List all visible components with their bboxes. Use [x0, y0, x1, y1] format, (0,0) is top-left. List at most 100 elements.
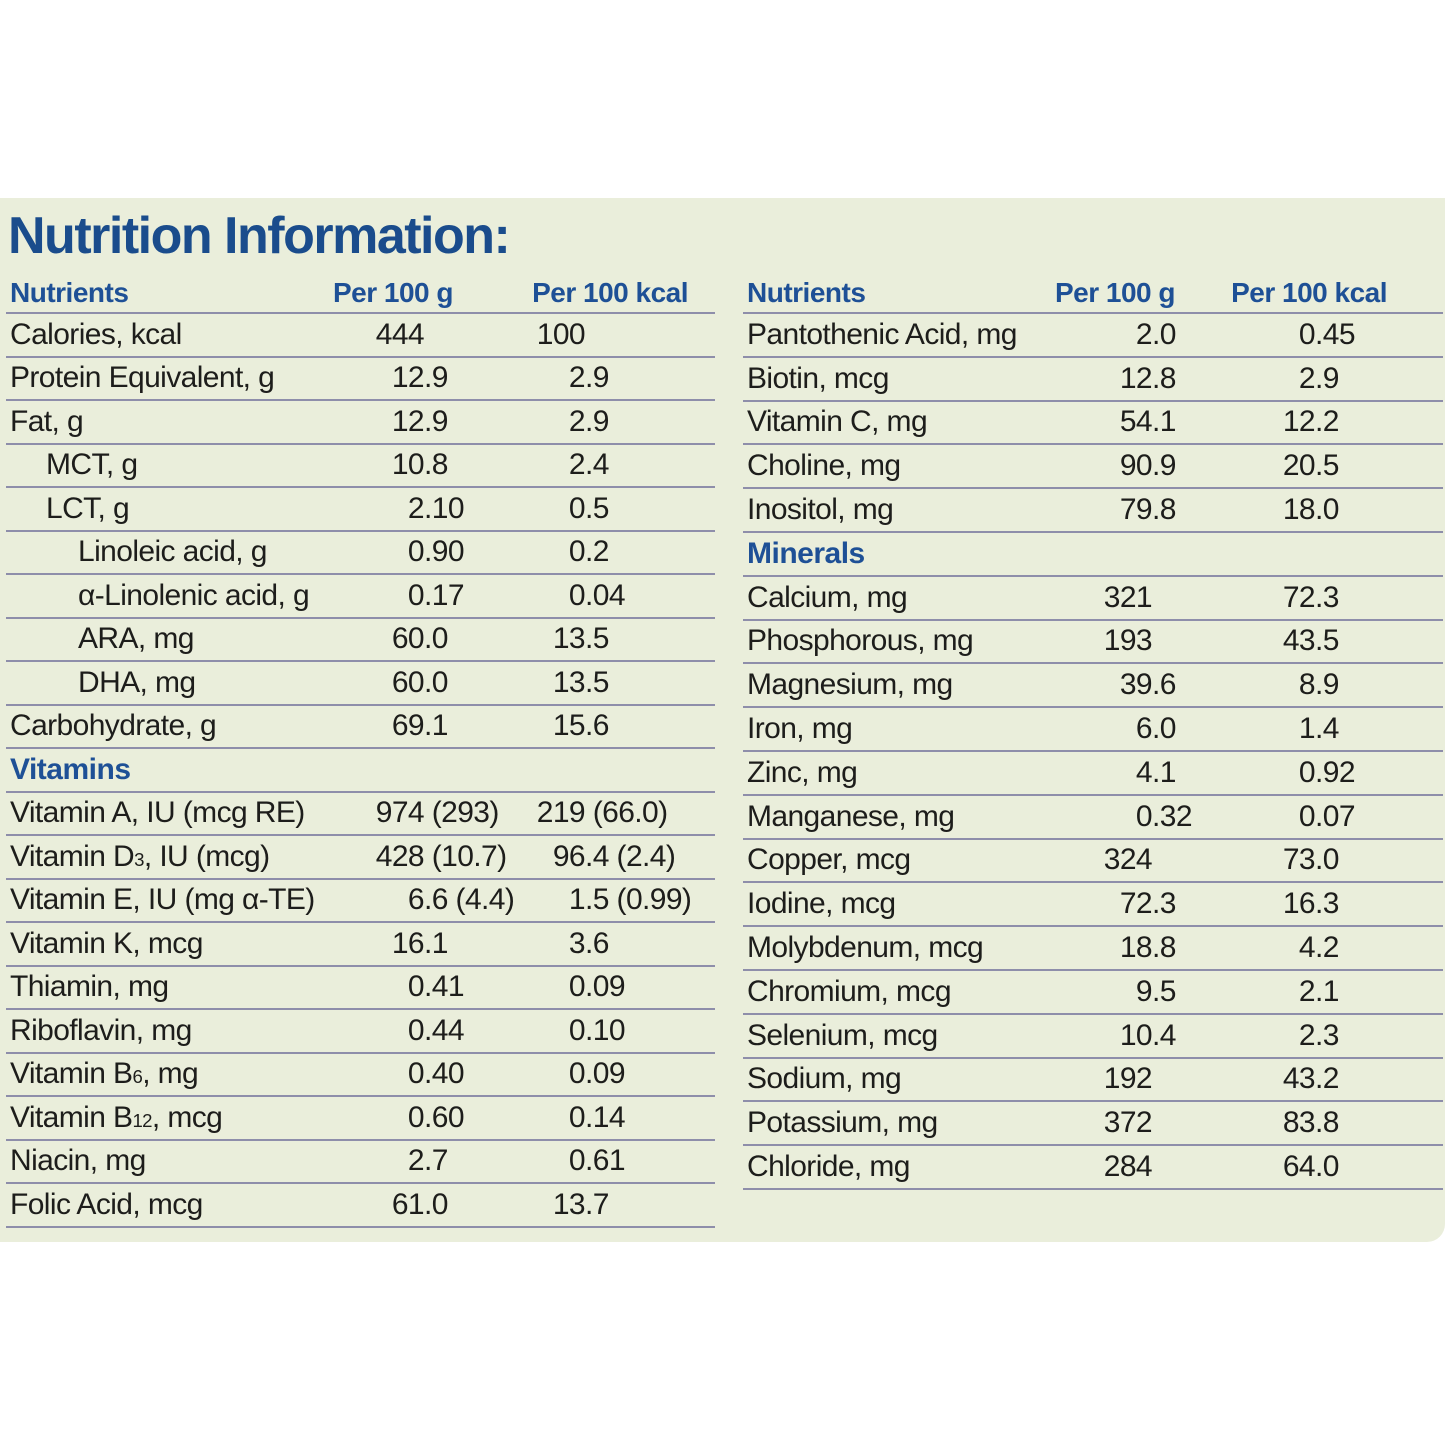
nutrient-label: Pantothenic Acid, mg — [747, 317, 1017, 351]
per-100g-value: 372 — [1103, 1106, 1153, 1140]
table-row: Copper, mcg 324 73.0 — [743, 840, 1443, 884]
per-100kcal-value: 0.09 — [568, 970, 626, 1004]
per-100g-value: 39.6 — [1119, 668, 1177, 702]
per-100g-value: 0.32 — [1135, 799, 1193, 833]
per-100kcal-value: 0.92 — [1298, 755, 1356, 789]
nutrition-table-right: Nutrients Per 100 g Per 100 kcal Pantoth… — [743, 272, 1443, 1190]
nutrient-label: ARA, mg — [78, 622, 194, 656]
page-title: Nutrition Information: — [8, 207, 511, 265]
per-100kcal-value: 0.45 — [1298, 317, 1356, 351]
per-100kcal-value: 13.5 — [552, 622, 610, 656]
nutrient-label: Folic Acid, mcg — [10, 1187, 203, 1221]
table-row: Vitamin B12, mcg 0.60 0.14 — [6, 1097, 715, 1141]
per-100g-value: 0.90 — [407, 535, 465, 569]
table-row: Sodium, mg 192 43.2 — [743, 1059, 1443, 1103]
nutrient-label: Biotin, mcg — [747, 361, 889, 395]
column-header-per-100kcal: Per 100 kcal — [532, 277, 688, 308]
nutrient-label: Magnesium, mg — [747, 668, 953, 702]
nutrient-label: Protein Equivalent, g — [10, 361, 275, 395]
nutrient-label: Vitamin D3, IU (mcg) — [10, 839, 270, 873]
table-row: Linoleic acid, g 0.90 0.2 — [6, 532, 715, 575]
table-body: Pantothenic Acid, mg 2.0 0.45 Biotin, mcg 12… — [743, 314, 1443, 1190]
table-row: Choline, mg 90.9 20.5 — [743, 445, 1443, 490]
table-row: Pantothenic Acid, mg 2.0 0.45 — [743, 314, 1443, 358]
per-100g-value: 61.0 — [391, 1187, 449, 1221]
nutrient-label: Selenium, mcg — [747, 1018, 938, 1052]
per-100g-value: 2.0 — [1135, 317, 1177, 351]
per-100kcal-value: 83.8 — [1282, 1106, 1340, 1140]
nutrient-label: LCT, g — [46, 491, 130, 525]
table-header-row: Nutrients Per 100 g Per 100 kcal — [6, 272, 715, 314]
column-header-nutrients: Nutrients — [747, 277, 866, 308]
per-100g-value: 60.0 — [391, 665, 449, 699]
per-100kcal-value: 0.07 — [1298, 799, 1356, 833]
per-100kcal-value: 73.0 — [1282, 843, 1340, 877]
table-row: Vitamin C, mg 54.1 12.2 — [743, 402, 1443, 446]
per-100g-value: 0.17 — [407, 578, 465, 612]
table-row: Molybdenum, mcg 18.8 4.2 — [743, 927, 1443, 971]
per-100g-value: 90.9 — [1119, 449, 1177, 483]
per-100kcal-value: 0.14 — [568, 1100, 626, 1134]
table-row: Vitamin B6, mg 0.40 0.09 — [6, 1054, 715, 1097]
per-100kcal-value: 0.04 — [568, 578, 626, 612]
per-100kcal-value: 13.7 — [552, 1187, 610, 1221]
nutrient-label: Chloride, mg — [747, 1150, 910, 1184]
per-100g-value: 18.8 — [1119, 931, 1177, 965]
per-100g-value: 16.1 — [391, 926, 449, 960]
per-100kcal-value: 18.0 — [1282, 493, 1340, 527]
per-100kcal-value: 0.2 — [568, 535, 610, 569]
table-row: α-Linolenic acid, g 0.17 0.04 — [6, 575, 715, 619]
per-100kcal-value: 2.3 — [1298, 1018, 1340, 1052]
per-100g-value: 79.8 — [1119, 493, 1177, 527]
per-100g-value: 193 — [1103, 624, 1153, 658]
column-header-per-100g: Per 100 g — [1054, 277, 1176, 308]
nutrient-label: Choline, mg — [747, 449, 901, 483]
nutrient-label: Niacin, mg — [10, 1144, 146, 1178]
per-100kcal-value: 2.1 — [1298, 974, 1340, 1008]
per-100kcal-value: 64.0 — [1282, 1150, 1340, 1184]
per-100g-value: 6.0 — [1135, 712, 1177, 746]
per-100g-value: 69.1 — [391, 709, 449, 743]
nutrient-label: Vitamin K, mcg — [10, 926, 203, 960]
nutrient-label: α-Linolenic acid, g — [78, 578, 310, 612]
table-row: Potassium, mg 372 83.8 — [743, 1102, 1443, 1147]
per-100g-value: 10.8 — [391, 448, 449, 482]
nutrient-label: Iodine, mcg — [747, 887, 896, 921]
per-100kcal-value: 0.61 — [568, 1144, 626, 1178]
section-row: Minerals — [743, 533, 1443, 577]
table-row: Manganese, mg 0.32 0.07 — [743, 796, 1443, 840]
nutrient-label: Linoleic acid, g — [78, 535, 267, 569]
table-row: Calories, kcal 444 100 — [6, 314, 715, 358]
per-100g-value: 12.8 — [1119, 361, 1177, 395]
table-row: Selenium, mcg 10.4 2.3 — [743, 1015, 1443, 1059]
per-100g-value: 0.60 — [407, 1100, 465, 1134]
per-100kcal-value: 72.3 — [1282, 580, 1340, 614]
per-100g-value: 192 — [1103, 1062, 1153, 1096]
nutrient-label: Carbohydrate, g — [10, 709, 217, 743]
per-100g-value: 284 — [1103, 1150, 1153, 1184]
nutrient-label: Vitamin C, mg — [747, 405, 928, 439]
nutrient-label: Vitamin A, IU (mcg RE) — [10, 796, 305, 830]
per-100g-value: 2.7 — [407, 1144, 449, 1178]
nutrient-label: Potassium, mg — [747, 1106, 938, 1140]
table-row: Inositol, mg 79.8 18.0 — [743, 489, 1443, 533]
per-100kcal-value: 0.10 — [568, 1013, 626, 1047]
per-100g-value: 324 — [1103, 843, 1153, 877]
table-row: Chromium, mcg 9.5 2.1 — [743, 971, 1443, 1015]
per-100g-value: 9.5 — [1135, 974, 1177, 1008]
per-100kcal-value: 219 (66.0) — [536, 796, 668, 830]
per-100g-value: 12.9 — [391, 404, 449, 438]
table-row: LCT, g 2.10 0.5 — [6, 488, 715, 532]
per-100kcal-value: 8.9 — [1298, 668, 1340, 702]
table-row: Vitamin D3, IU (mcg) 428 (10.7) 96.4 (2.4) — [6, 836, 715, 880]
per-100kcal-value: 2.9 — [568, 361, 610, 395]
table-row: Vitamin A, IU (mcg RE) 974 (293) 219 (66.0… — [6, 793, 715, 836]
per-100kcal-value: 15.6 — [552, 709, 610, 743]
table-row: Iron, mg 6.0 1.4 — [743, 708, 1443, 752]
nutrient-label: Sodium, mg — [747, 1062, 902, 1096]
table-row: Folic Acid, mcg 61.0 13.7 — [6, 1184, 715, 1228]
per-100kcal-value: 4.2 — [1298, 931, 1340, 965]
table-row: Fat, g 12.9 2.9 — [6, 401, 715, 445]
nutrition-table-left: Nutrients Per 100 g Per 100 kcal Calorie… — [6, 272, 715, 1228]
per-100g-value: 0.44 — [407, 1013, 465, 1047]
